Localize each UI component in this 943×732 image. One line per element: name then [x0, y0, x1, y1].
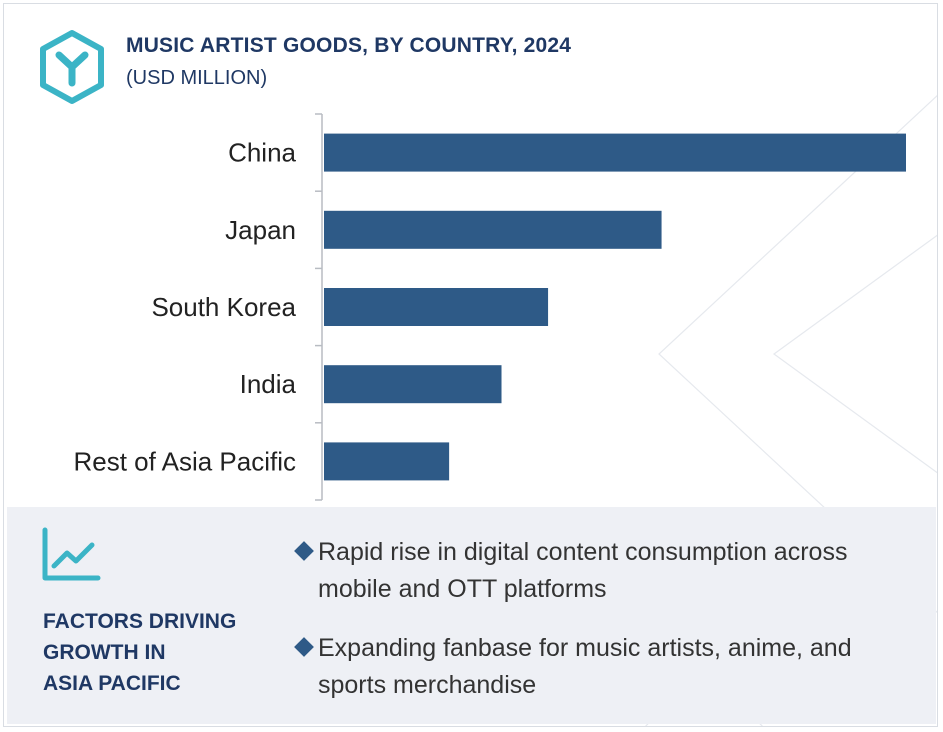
- factors-heading-line: GROWTH IN: [43, 641, 166, 664]
- factor-text: Rapid rise in digital content consumptio…: [318, 538, 848, 603]
- bar-chart: China Japan South Korea India Rest of Asia P…: [73, 113, 906, 501]
- category-label: Rest of Asia Pacific: [73, 446, 296, 476]
- bar: [324, 288, 549, 326]
- category-label: South Korea: [151, 292, 296, 322]
- factors-heading: FACTORS DRIVING GROWTH IN ASIA PACIFIC: [43, 606, 273, 699]
- category-label: China: [228, 138, 296, 168]
- trend-line-chart-icon: [42, 527, 101, 581]
- bar: [324, 133, 906, 172]
- category-label: India: [240, 369, 297, 399]
- category-label: Japan: [225, 215, 296, 245]
- bar: [324, 210, 662, 249]
- factors-heading-line: FACTORS DRIVING: [43, 610, 237, 633]
- chart-title: MUSIC ARTIST GOODS, BY COUNTRY, 2024: [126, 34, 572, 57]
- bar: [324, 442, 450, 481]
- growth-factors-panel: FACTORS DRIVING GROWTH IN ASIA PACIFIC R…: [7, 507, 936, 724]
- factor-item: Expanding fanbase for music artists, ani…: [293, 630, 913, 704]
- factor-item: Rapid rise in digital content consumptio…: [293, 534, 913, 608]
- infographic-frame: MUSIC ARTIST GOODS, BY COUNTRY, 2024 (US…: [3, 3, 938, 727]
- bar: [324, 365, 502, 404]
- hexagon-y-logo-icon: [40, 30, 104, 104]
- factors-heading-line: ASIA PACIFIC: [43, 672, 181, 695]
- chart-subtitle: (USD MILLION): [126, 67, 268, 89]
- factor-text: Expanding fanbase for music artists, ani…: [318, 634, 852, 699]
- diamond-bullet-icon: [294, 541, 314, 561]
- diamond-bullet-icon: [294, 637, 314, 657]
